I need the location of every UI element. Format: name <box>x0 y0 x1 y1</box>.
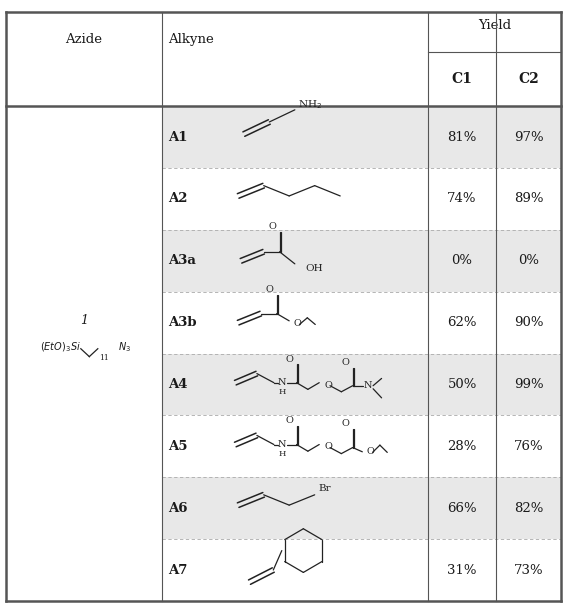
Text: O: O <box>341 419 349 429</box>
Text: 31%: 31% <box>447 563 477 577</box>
Text: O: O <box>324 381 332 390</box>
Text: 66%: 66% <box>447 501 477 515</box>
Text: $(EtO)_3Si$: $(EtO)_3Si$ <box>40 341 81 354</box>
Text: O: O <box>285 354 293 364</box>
Text: Br: Br <box>319 484 331 493</box>
Text: A1: A1 <box>168 131 188 144</box>
Text: O: O <box>268 222 276 231</box>
Text: OH: OH <box>305 263 323 273</box>
Text: O: O <box>324 443 332 452</box>
Text: Azide: Azide <box>65 33 102 46</box>
Bar <box>162 230 561 292</box>
Text: C2: C2 <box>518 72 539 86</box>
Text: 97%: 97% <box>514 131 544 144</box>
Bar <box>162 106 561 168</box>
Text: Alkyne: Alkyne <box>168 33 214 46</box>
Text: A5: A5 <box>168 440 188 453</box>
Text: Yield: Yield <box>478 19 511 32</box>
Text: 74%: 74% <box>447 192 477 206</box>
Text: 99%: 99% <box>514 378 544 391</box>
Text: 28%: 28% <box>447 440 477 453</box>
Text: NH$_2$: NH$_2$ <box>298 98 321 111</box>
Text: O: O <box>367 447 375 456</box>
Text: A3b: A3b <box>168 316 197 329</box>
Text: 73%: 73% <box>514 563 544 577</box>
Text: 62%: 62% <box>447 316 477 329</box>
Text: 11: 11 <box>99 354 109 362</box>
Text: 1: 1 <box>79 314 88 327</box>
Text: N: N <box>278 378 286 387</box>
Text: H: H <box>278 450 286 458</box>
Text: 81%: 81% <box>447 131 477 144</box>
Text: A2: A2 <box>168 192 188 206</box>
Text: 82%: 82% <box>514 501 543 515</box>
Text: C1: C1 <box>452 72 472 86</box>
Text: A3a: A3a <box>168 254 196 267</box>
Text: 89%: 89% <box>514 192 544 206</box>
Text: 0%: 0% <box>518 254 539 267</box>
Bar <box>162 477 561 539</box>
Text: A6: A6 <box>168 501 188 515</box>
Text: 50%: 50% <box>447 378 477 391</box>
Text: O: O <box>265 285 273 294</box>
Bar <box>162 353 561 415</box>
Text: 90%: 90% <box>514 316 544 329</box>
Text: 76%: 76% <box>514 440 544 453</box>
Text: A7: A7 <box>168 563 188 577</box>
Text: N: N <box>363 381 371 390</box>
Text: 0%: 0% <box>451 254 473 267</box>
Text: O: O <box>294 319 302 328</box>
Text: H: H <box>278 388 286 396</box>
Text: O: O <box>285 416 293 426</box>
Text: A4: A4 <box>168 378 188 391</box>
Text: N: N <box>278 440 286 449</box>
Text: $N_3$: $N_3$ <box>117 341 131 354</box>
Text: O: O <box>341 358 349 367</box>
